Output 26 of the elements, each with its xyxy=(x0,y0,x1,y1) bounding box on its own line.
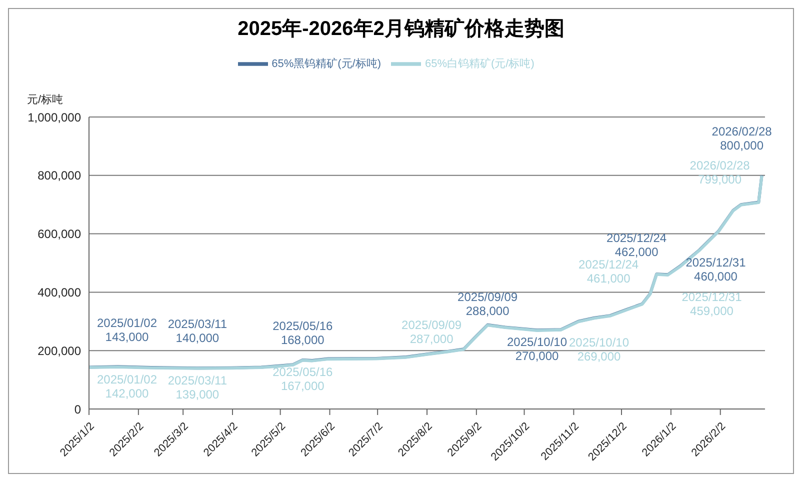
annotation: 2025/12/24 462,000 xyxy=(606,231,667,260)
annotation: 2025/01/02 142,000 xyxy=(96,372,158,401)
annotation: 2025/09/09 288,000 xyxy=(458,290,518,318)
legend-label: 65%白钨精矿(元/标吨) xyxy=(425,58,534,70)
annotation: 2025/05/16 168,000 xyxy=(272,318,333,347)
annotation: 2026/02/28 800,000 xyxy=(712,124,772,152)
annotation: 2026/02/28 799,000 xyxy=(690,158,750,187)
annotation: 2025/10/10 270,000 xyxy=(506,335,568,364)
annotation: 2025/12/31 459,000 xyxy=(682,290,742,318)
y-tick-label: 400,000 xyxy=(38,285,82,300)
annotation: 2025/10/10 269,000 xyxy=(568,335,630,364)
y-tick-label: 1,000,000 xyxy=(28,110,82,124)
y-tick-label: 600,000 xyxy=(38,227,82,242)
chart-title: 2025年-2026年2月钨精矿价格走势图 xyxy=(236,16,566,42)
y-tick-label: 800,000 xyxy=(38,168,82,183)
annotation: 2025/09/09 287,000 xyxy=(402,318,462,346)
legend-label: 65%黑钨精矿(元/标吨) xyxy=(272,58,381,70)
y-tick-label: 200,000 xyxy=(38,344,82,358)
annotation: 2025/03/11 140,000 xyxy=(168,317,228,346)
annotation: 2025/12/24 461,000 xyxy=(578,257,639,286)
annotation: 2025/05/16 167,000 xyxy=(272,365,333,394)
y-axis-title: 元/标吨 xyxy=(26,93,64,106)
annotation: 2025/01/02 143,000 xyxy=(96,316,158,344)
annotation: 2025/03/11 139,000 xyxy=(168,373,228,402)
annotation: 2025/12/31 460,000 xyxy=(686,256,746,284)
y-tick-label: 0 xyxy=(74,402,82,416)
